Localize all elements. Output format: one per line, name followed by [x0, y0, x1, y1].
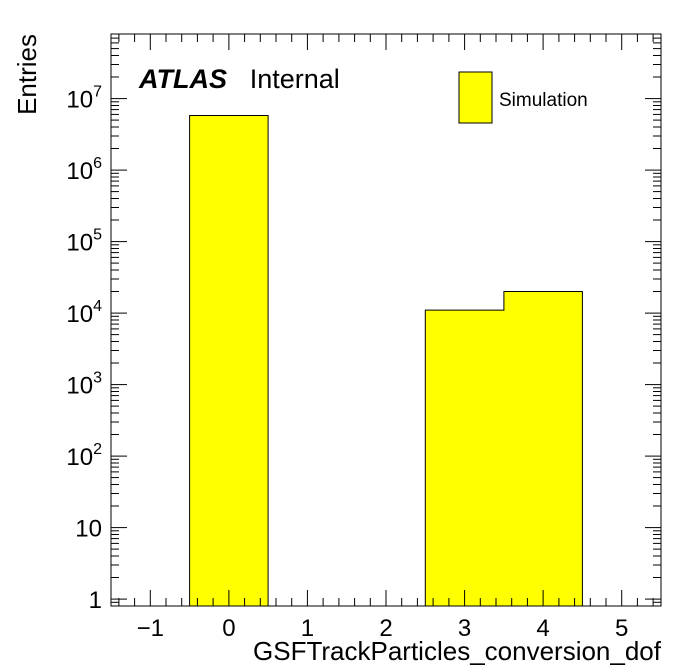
x-axis-label: GSFTrackParticles_conversion_dof: [253, 636, 662, 666]
x-tick-label: 2: [379, 615, 392, 642]
atlas-bold: ATLAS: [138, 64, 227, 94]
legend: Simulation: [458, 71, 588, 124]
y-tick-label-exponent: 2: [93, 441, 102, 458]
y-tick-label-base: 10: [66, 230, 93, 257]
x-tick-label: 0: [222, 615, 235, 642]
y-tick-label: 106: [66, 155, 102, 185]
y-tick-label-exponent: 7: [93, 84, 102, 101]
histogram-bar-group: [189, 115, 269, 607]
legend-label-simulation: Simulation: [499, 90, 588, 111]
y-tick-label-exponent: 4: [93, 298, 102, 315]
x-tick-label: 5: [615, 615, 628, 642]
y-tick-label-base: 10: [66, 87, 93, 114]
y-tick-label: 107: [66, 84, 102, 114]
x-tick-labels: −1 0 1 2 3 4 5: [137, 615, 629, 642]
y-tick-label-base: 1: [89, 587, 102, 614]
y-tick-label: 1: [89, 587, 102, 614]
y-tick-label-exponent: 6: [93, 155, 102, 172]
y-tick-label-base: 10: [75, 516, 102, 543]
x-tick-label: 1: [301, 615, 314, 642]
y-axis-label: Entries: [12, 34, 42, 115]
legend-swatch-simulation: [458, 71, 493, 124]
histogram-bar-group: [424, 291, 583, 607]
y-tick-label: 104: [66, 298, 102, 328]
y-tick-label-base: 10: [66, 373, 93, 400]
y-tick-label: 105: [66, 227, 102, 257]
atlas-internal: Internal: [250, 64, 340, 94]
y-tick-label-exponent: 3: [93, 370, 102, 387]
y-tick-label-exponent: 5: [93, 227, 102, 244]
x-tick-label: 4: [536, 615, 549, 642]
y-tick-label-base: 10: [66, 444, 93, 471]
axis-ticks: [111, 33, 661, 607]
y-tick-label-base: 10: [66, 301, 93, 328]
y-tick-label: 103: [66, 370, 102, 400]
x-tick-label: −1: [137, 615, 164, 642]
atlas-label: ATLAS Internal: [138, 64, 340, 94]
y-tick-label: 102: [66, 441, 102, 471]
histogram-bars: [189, 115, 583, 607]
y-tick-label: 10: [75, 516, 102, 543]
x-tick-label: 3: [458, 615, 471, 642]
y-tick-label-base: 10: [66, 158, 93, 185]
